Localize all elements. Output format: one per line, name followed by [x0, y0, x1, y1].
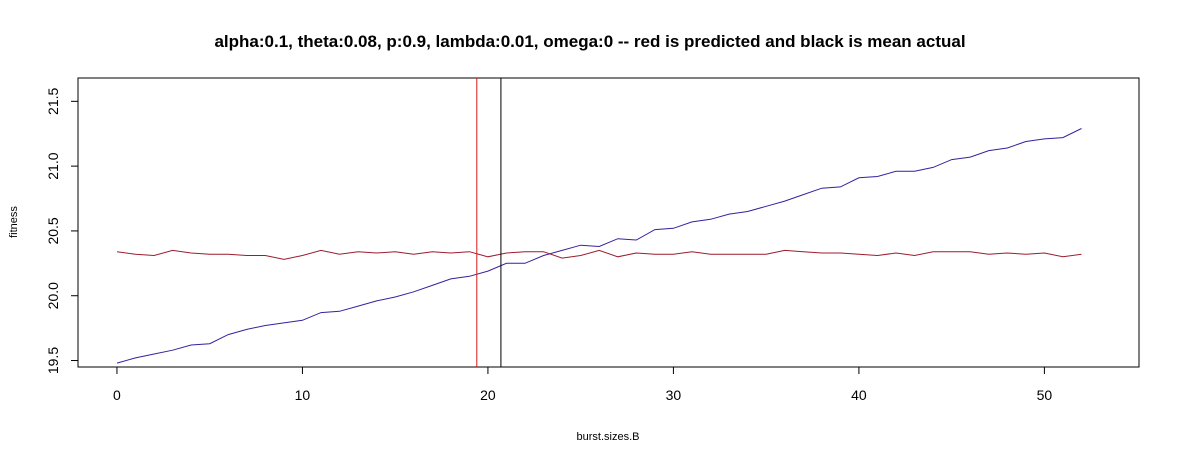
series-layer: [116, 128, 1082, 364]
plot-frame: [77, 77, 1140, 368]
y-axis-label: fitness: [8, 206, 20, 238]
series-line-1: [116, 128, 1082, 364]
x-axis-label: burst.sizes.B: [577, 431, 640, 443]
chart-title: alpha:0.1, theta:0.08, p:0.9, lambda:0.0…: [214, 32, 965, 51]
series-line-2: [116, 249, 1082, 260]
x-tick-label: 40: [851, 387, 867, 403]
y-tick-label: 21.5: [45, 87, 61, 114]
x-tick-label: 50: [1037, 387, 1053, 403]
y-tick-label: 21.0: [45, 152, 61, 179]
y-tick-label: 20.0: [45, 282, 61, 309]
x-tick-label: 0: [113, 387, 121, 403]
y-tick-label: 19.5: [45, 347, 61, 374]
x-tick-label: 10: [295, 387, 311, 403]
x-tick-label: 30: [666, 387, 682, 403]
reference-lines: [476, 78, 502, 367]
x-tick-label: 20: [480, 387, 496, 403]
y-tick-label: 20.5: [45, 217, 61, 244]
y-axis: 19.5 20.0 20.5 21.0 21.5: [45, 87, 79, 374]
x-axis: 0 10 20 30 40 50: [113, 366, 1053, 403]
